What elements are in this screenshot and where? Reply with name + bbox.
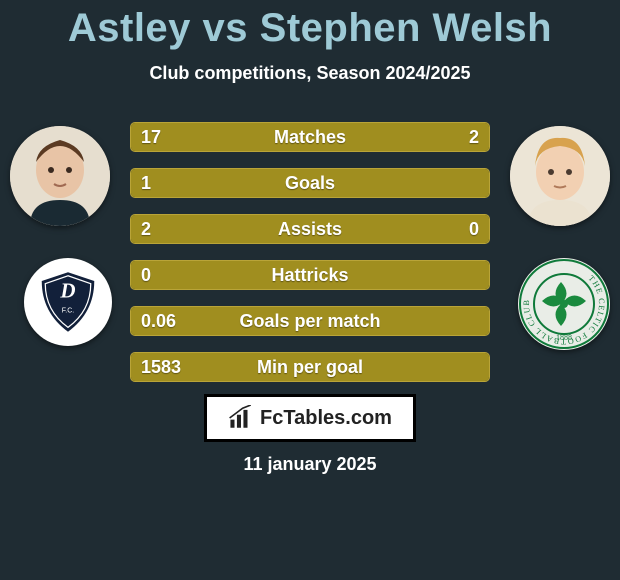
svg-text:D: D [59, 279, 75, 303]
date-text: 11 january 2025 [0, 454, 620, 475]
stat-label: Goals per match [131, 307, 489, 335]
stat-row: 2 Assists 0 [130, 214, 490, 244]
stats-container: 17 Matches 2 1 Goals 2 Assists 0 0 Hattr… [130, 122, 490, 398]
stat-row: 0 Hattricks [130, 260, 490, 290]
stat-label: Min per goal [131, 353, 489, 381]
stat-row: 17 Matches 2 [130, 122, 490, 152]
stat-row: 1583 Min per goal [130, 352, 490, 382]
svg-text:1888: 1888 [556, 333, 572, 342]
chart-icon [228, 405, 254, 431]
footer-brand-box: FcTables.com [204, 394, 416, 442]
stat-label: Goals [131, 169, 489, 197]
club-left-badge: D F.C. [24, 258, 112, 346]
stat-value-right: 2 [469, 123, 479, 151]
svg-text:F.C.: F.C. [62, 308, 75, 315]
stat-row: 1 Goals [130, 168, 490, 198]
page-subtitle: Club competitions, Season 2024/2025 [0, 63, 620, 84]
stat-row: 0.06 Goals per match [130, 306, 490, 336]
page-title: Astley vs Stephen Welsh [0, 0, 620, 51]
player-left-avatar [10, 126, 110, 226]
stat-value-right: 0 [469, 215, 479, 243]
footer-brand-text: FcTables.com [260, 407, 392, 430]
stat-label: Assists [131, 215, 489, 243]
player-right-avatar [510, 126, 610, 226]
club-right-badge: THE CELTIC FOOTBALL CLUB 1888 [518, 258, 610, 350]
stat-label: Hattricks [131, 261, 489, 289]
stat-label: Matches [131, 123, 489, 151]
